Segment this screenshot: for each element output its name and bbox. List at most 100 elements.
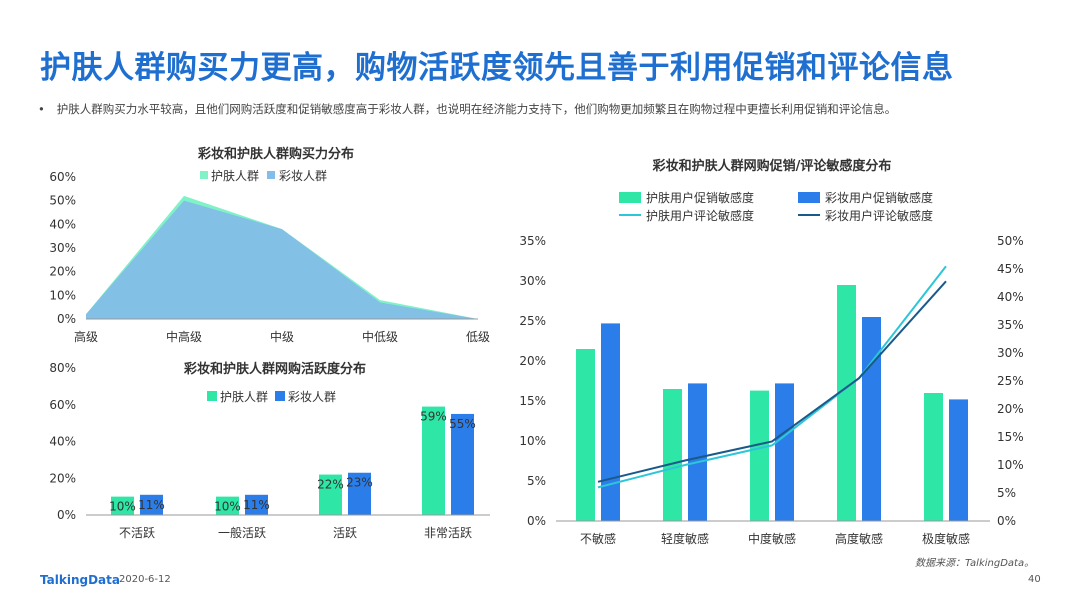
chart3-bar <box>775 383 794 521</box>
chart3-y-left-tick: 30% <box>519 274 546 288</box>
chart3-y-left-tick: 20% <box>519 354 546 368</box>
subtitle-text: 护肤人群购买力水平较高，且他们网购活跃度和促销敏感度高于彩妆人群，也说明在经济能… <box>56 102 897 116</box>
chart3-y-right-tick: 15% <box>997 430 1024 444</box>
chart2-data-label: 23% <box>346 476 373 490</box>
chart3-bar <box>601 323 620 521</box>
chart3-y-right-tick: 0% <box>997 514 1016 528</box>
chart2-legend-swatch <box>207 391 217 401</box>
chart3-line <box>597 280 947 483</box>
chart3-bar <box>576 349 595 521</box>
chart1-y-tick: 30% <box>49 241 76 255</box>
chart3-y-right-tick: 20% <box>997 402 1024 416</box>
chart2-x-tick: 非常活跃 <box>424 526 472 540</box>
chart3-line <box>597 265 947 489</box>
chart2-legend-label: 彩妆人群 <box>288 390 336 404</box>
chart3-y-left-tick: 25% <box>519 314 546 328</box>
chart2-bar <box>140 494 163 515</box>
chart1-y-tick: 40% <box>49 217 76 231</box>
chart1-legend-label: 护肤人群 <box>211 168 259 183</box>
chart1-x-tick: 中低级 <box>362 329 398 344</box>
chart3-y-right-tick: 30% <box>997 346 1024 360</box>
chart2-data-label: 59% <box>420 410 447 424</box>
chart2-data-label: 22% <box>317 478 344 492</box>
chart2-y-tick: 20% <box>49 471 76 485</box>
chart2-legend-swatch <box>275 391 285 401</box>
chart1-y-tick: 10% <box>49 288 76 302</box>
chart1-x-tick: 中级 <box>270 329 294 344</box>
chart2-bar <box>451 413 474 515</box>
chart2-data-label: 10% <box>214 500 241 514</box>
chart2-bar <box>216 496 239 515</box>
chart3-y-left-tick: 5% <box>527 474 546 488</box>
chart3-title: 彩妆和护肤人群网购促销/评论敏感度分布 <box>652 158 892 174</box>
page-title: 护肤人群购买力更高，购物活跃度领先且善于利用促销和评论信息 <box>40 50 954 86</box>
chart3-y-left-tick: 35% <box>519 234 546 248</box>
page-number: 40 <box>1028 574 1041 585</box>
chart3-y-right-tick: 45% <box>997 262 1024 276</box>
chart2-legend-label: 护肤人群 <box>220 389 268 404</box>
bullet-point: • <box>38 102 45 116</box>
chart2-x-tick: 一般活跃 <box>218 525 266 540</box>
chart3-legend-label: 护肤用户评论敏感度 <box>646 208 754 223</box>
chart3-legend-swatch <box>619 192 641 203</box>
chart3-y-left-tick: 10% <box>519 434 546 448</box>
chart2-bar <box>245 494 268 515</box>
chart3-legend-label: 彩妆用户促销敏感度 <box>825 190 933 205</box>
chart3-x-tick: 中度敏感 <box>748 531 796 546</box>
chart2-data-label: 10% <box>109 500 136 514</box>
report-date: 2020-6-12 <box>119 574 171 585</box>
chart3-y-left-tick: 0% <box>527 514 546 528</box>
chart3-legend-swatch <box>798 192 820 203</box>
chart2-bar <box>111 496 134 515</box>
page-subtitle: • 护肤人群购买力水平较高，且他们网购活跃度和促销敏感度高于彩妆人群，也说明在经济… <box>38 101 896 117</box>
chart2-bar <box>348 472 371 515</box>
chart3-y-right-tick: 50% <box>997 234 1024 248</box>
chart2-bar <box>422 406 445 515</box>
chart3-y-left-tick: 15% <box>519 394 546 408</box>
chart1-legend-label: 彩妆人群 <box>279 169 327 183</box>
chart3-x-tick: 不敏感 <box>580 531 616 546</box>
chart3-bar <box>750 390 769 521</box>
chart2-data-label: 11% <box>243 498 270 512</box>
chart2-y-tick: 40% <box>49 435 76 449</box>
chart3-bar <box>663 389 682 521</box>
chart1-y-tick: 60% <box>49 170 76 184</box>
chart3-y-right-tick: 10% <box>997 458 1024 472</box>
chart2-bar <box>319 474 342 515</box>
chart3-x-tick: 极度敏感 <box>922 531 970 546</box>
chart3-y-right-tick: 40% <box>997 290 1024 304</box>
chart2-x-tick: 不活跃 <box>119 526 155 540</box>
chart2-data-label: 55% <box>449 417 476 431</box>
chart3-legend-label: 彩妆用户评论敏感度 <box>825 208 933 223</box>
chart3-bar <box>949 399 968 521</box>
chart1-legend-swatch <box>200 171 208 179</box>
chart1-x-tick: 高级 <box>74 329 98 344</box>
chart3-y-right-tick: 5% <box>997 486 1016 500</box>
chart2-y-tick: 0% <box>57 508 76 522</box>
chart3-bar <box>688 383 707 521</box>
chart1-title: 彩妆和护肤人群购买力分布 <box>197 146 354 162</box>
chart3-x-tick: 高度敏感 <box>835 531 883 546</box>
chart1-y-tick: 50% <box>49 194 76 208</box>
chart3-y-right-tick: 35% <box>997 318 1024 332</box>
chart2-y-tick: 60% <box>49 398 76 412</box>
chart1-x-tick: 中高级 <box>166 329 202 344</box>
chart1-legend-swatch <box>267 171 275 179</box>
chart1-y-tick: 20% <box>49 265 76 279</box>
chart3-x-tick: 轻度敏感 <box>661 531 709 546</box>
chart1-area-彩妆人群 <box>86 200 478 319</box>
chart3-legend-label: 护肤用户促销敏感度 <box>646 190 754 205</box>
talkingdata-logo: TalkingData <box>40 573 120 587</box>
data-source: 数据来源：TalkingData。 <box>915 558 1035 569</box>
chart2-title: 彩妆和护肤人群网购活跃度分布 <box>183 361 366 377</box>
chart3-y-right-tick: 25% <box>997 374 1024 388</box>
chart2-data-label: 11% <box>138 498 165 512</box>
chart3-bar <box>924 393 943 521</box>
chart2-y-tick: 80% <box>49 361 76 375</box>
chart2-x-tick: 活跃 <box>333 526 357 540</box>
chart1-y-tick: 0% <box>57 312 76 326</box>
chart3-bar <box>837 285 856 521</box>
